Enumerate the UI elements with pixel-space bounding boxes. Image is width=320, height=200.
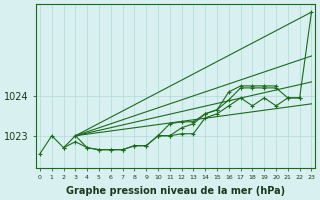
X-axis label: Graphe pression niveau de la mer (hPa): Graphe pression niveau de la mer (hPa) <box>66 186 285 196</box>
